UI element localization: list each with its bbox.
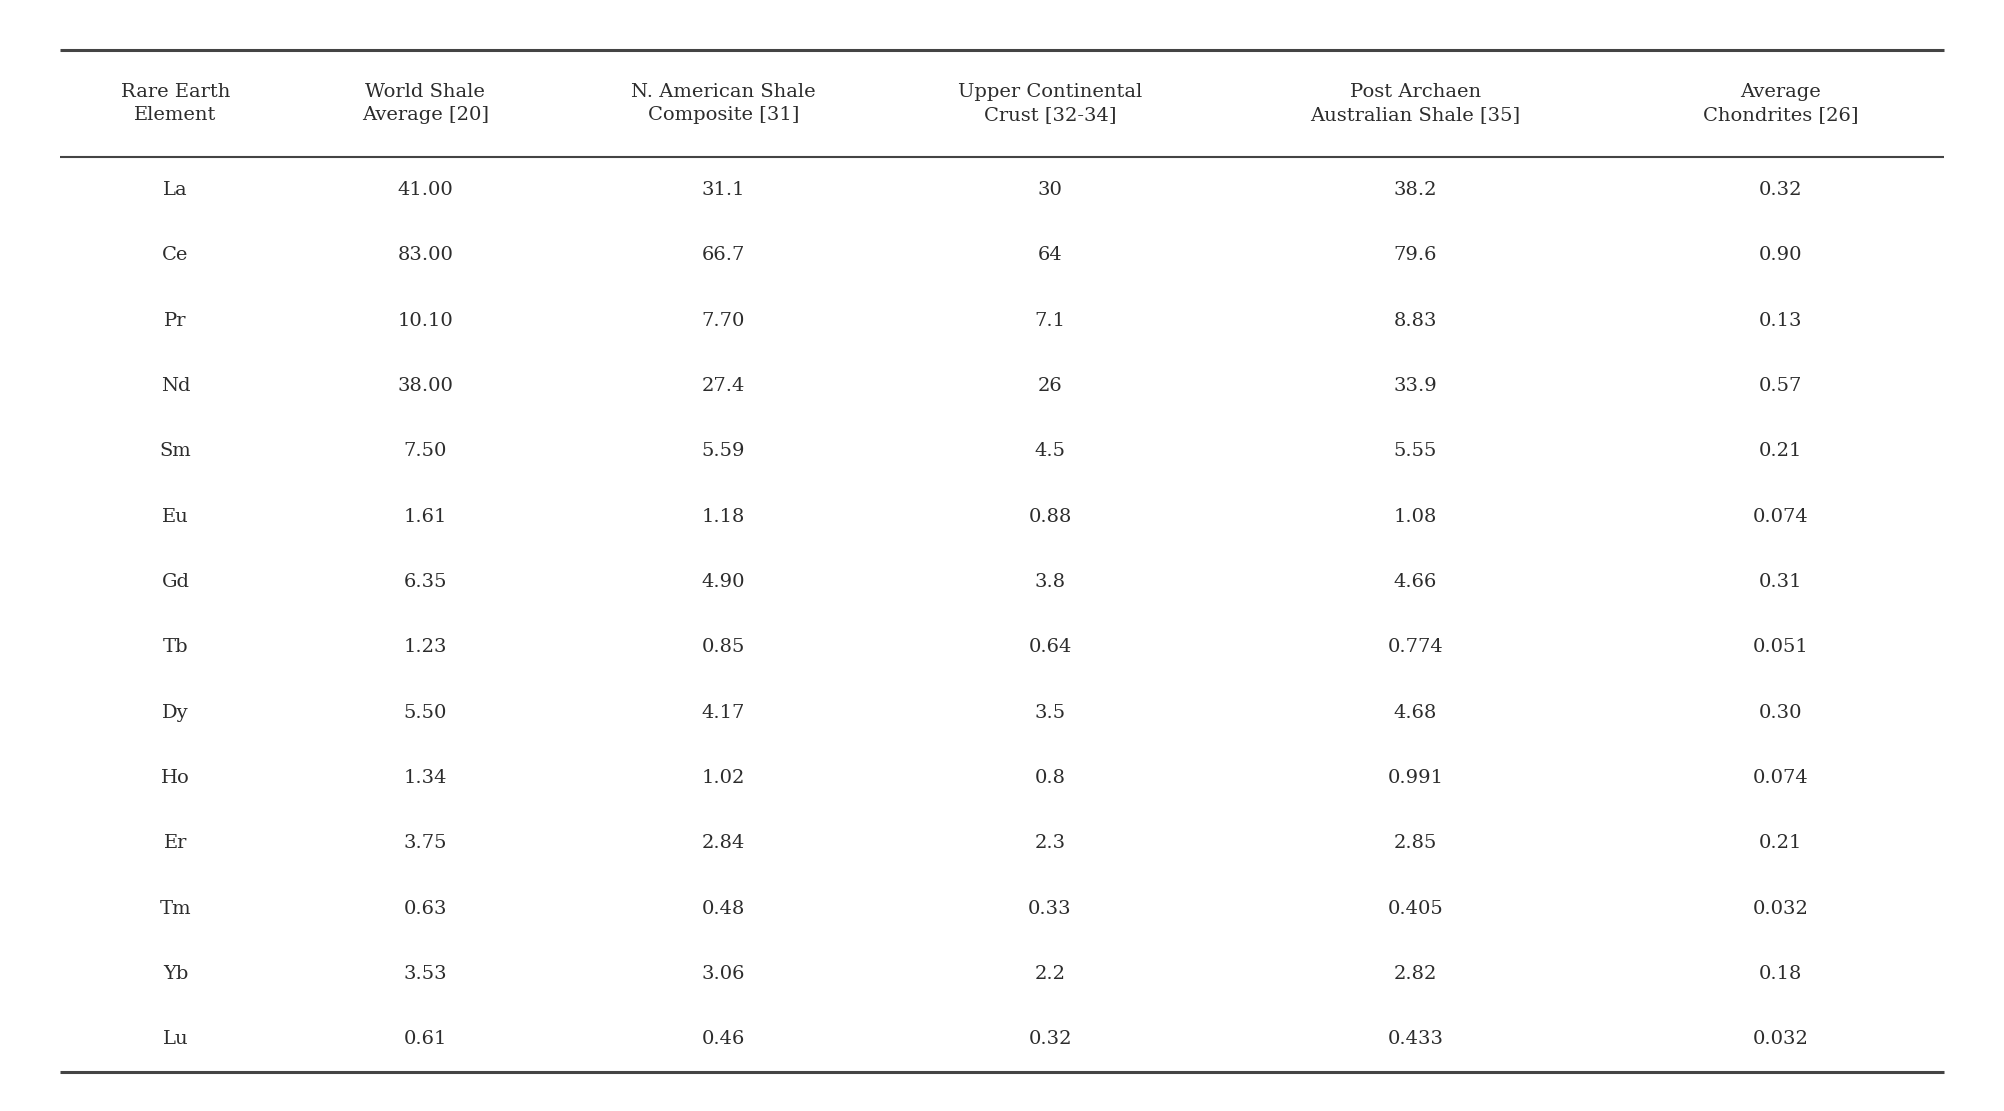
Text: 0.433: 0.433 xyxy=(1387,1030,1443,1049)
Text: 0.46: 0.46 xyxy=(701,1030,745,1049)
Text: Upper Continental
Crust [32-34]: Upper Continental Crust [32-34] xyxy=(958,83,1142,124)
Text: 33.9: 33.9 xyxy=(1393,377,1437,396)
Text: 3.53: 3.53 xyxy=(403,965,447,983)
Text: 1.23: 1.23 xyxy=(403,639,447,657)
Text: Tm: Tm xyxy=(160,900,190,918)
Text: 0.18: 0.18 xyxy=(1760,965,1802,983)
Text: Yb: Yb xyxy=(162,965,188,983)
Text: 3.75: 3.75 xyxy=(403,834,447,852)
Text: 0.13: 0.13 xyxy=(1760,312,1802,330)
Text: 27.4: 27.4 xyxy=(701,377,745,396)
Text: 0.991: 0.991 xyxy=(1387,769,1443,787)
Text: Er: Er xyxy=(164,834,186,852)
Text: 0.8: 0.8 xyxy=(1034,769,1066,787)
Text: N. American Shale
Composite [31]: N. American Shale Composite [31] xyxy=(631,83,816,124)
Text: Sm: Sm xyxy=(160,442,190,460)
Text: 5.59: 5.59 xyxy=(701,442,745,460)
Text: 1.61: 1.61 xyxy=(403,508,447,526)
Text: 0.405: 0.405 xyxy=(1387,900,1443,918)
Text: 0.90: 0.90 xyxy=(1760,247,1802,264)
Text: Post Archaen
Australian Shale [35]: Post Archaen Australian Shale [35] xyxy=(1311,83,1521,124)
Text: 66.7: 66.7 xyxy=(701,247,745,264)
Text: 0.57: 0.57 xyxy=(1760,377,1802,396)
Text: Pr: Pr xyxy=(164,312,186,330)
Text: 8.83: 8.83 xyxy=(1393,312,1437,330)
Text: 2.82: 2.82 xyxy=(1393,965,1437,983)
Text: 3.5: 3.5 xyxy=(1034,703,1066,722)
Text: Gd: Gd xyxy=(162,573,190,591)
Text: 0.88: 0.88 xyxy=(1028,508,1072,526)
Text: 4.90: 4.90 xyxy=(701,573,745,591)
Text: 0.21: 0.21 xyxy=(1760,442,1802,460)
Text: 0.32: 0.32 xyxy=(1760,181,1802,199)
Text: 1.34: 1.34 xyxy=(403,769,447,787)
Text: 0.64: 0.64 xyxy=(1028,639,1072,657)
Text: 79.6: 79.6 xyxy=(1393,247,1437,264)
Text: 0.30: 0.30 xyxy=(1760,703,1802,722)
Text: Rare Earth
Element: Rare Earth Element xyxy=(120,83,230,124)
Text: 4.66: 4.66 xyxy=(1393,573,1437,591)
Text: 0.33: 0.33 xyxy=(1028,900,1072,918)
Text: 0.32: 0.32 xyxy=(1028,1030,1072,1049)
Text: Eu: Eu xyxy=(162,508,188,526)
Text: 7.70: 7.70 xyxy=(701,312,745,330)
Text: 0.774: 0.774 xyxy=(1387,639,1443,657)
Text: 0.074: 0.074 xyxy=(1754,508,1808,526)
Text: 83.00: 83.00 xyxy=(397,247,453,264)
Text: 2.3: 2.3 xyxy=(1034,834,1066,852)
Text: 4.5: 4.5 xyxy=(1034,442,1066,460)
Text: 0.85: 0.85 xyxy=(701,639,745,657)
Text: 1.02: 1.02 xyxy=(701,769,745,787)
Text: 38.2: 38.2 xyxy=(1393,181,1437,199)
Text: Ho: Ho xyxy=(160,769,190,787)
Text: La: La xyxy=(162,181,188,199)
Text: 41.00: 41.00 xyxy=(397,181,453,199)
Text: Lu: Lu xyxy=(162,1030,188,1049)
Text: 0.032: 0.032 xyxy=(1754,900,1808,918)
Text: 10.10: 10.10 xyxy=(397,312,453,330)
Text: 0.074: 0.074 xyxy=(1754,769,1808,787)
Text: Ce: Ce xyxy=(162,247,188,264)
Text: 0.63: 0.63 xyxy=(403,900,447,918)
Text: 0.61: 0.61 xyxy=(403,1030,447,1049)
Text: 1.08: 1.08 xyxy=(1393,508,1437,526)
Text: 2.84: 2.84 xyxy=(701,834,745,852)
Text: 0.21: 0.21 xyxy=(1760,834,1802,852)
Text: 6.35: 6.35 xyxy=(403,573,447,591)
Text: 4.17: 4.17 xyxy=(701,703,745,722)
Text: 5.55: 5.55 xyxy=(1393,442,1437,460)
Text: 0.051: 0.051 xyxy=(1754,639,1808,657)
Text: 30: 30 xyxy=(1038,181,1062,199)
Text: 5.50: 5.50 xyxy=(403,703,447,722)
Text: 4.68: 4.68 xyxy=(1393,703,1437,722)
Text: World Shale
Average [20]: World Shale Average [20] xyxy=(363,83,489,124)
Text: Tb: Tb xyxy=(162,639,188,657)
Text: Average
Chondrites [26]: Average Chondrites [26] xyxy=(1703,83,1858,124)
Text: 2.2: 2.2 xyxy=(1034,965,1066,983)
Text: 31.1: 31.1 xyxy=(701,181,745,199)
Text: 26: 26 xyxy=(1038,377,1062,396)
Text: 7.1: 7.1 xyxy=(1034,312,1066,330)
Text: Nd: Nd xyxy=(160,377,190,396)
Text: 0.31: 0.31 xyxy=(1760,573,1802,591)
Text: 0.48: 0.48 xyxy=(701,900,745,918)
Text: Dy: Dy xyxy=(162,703,188,722)
Text: 3.06: 3.06 xyxy=(701,965,745,983)
Text: 3.8: 3.8 xyxy=(1034,573,1066,591)
Text: 2.85: 2.85 xyxy=(1393,834,1437,852)
Text: 1.18: 1.18 xyxy=(701,508,745,526)
Text: 64: 64 xyxy=(1038,247,1062,264)
Text: 38.00: 38.00 xyxy=(397,377,453,396)
Text: 0.032: 0.032 xyxy=(1754,1030,1808,1049)
Text: 7.50: 7.50 xyxy=(403,442,447,460)
